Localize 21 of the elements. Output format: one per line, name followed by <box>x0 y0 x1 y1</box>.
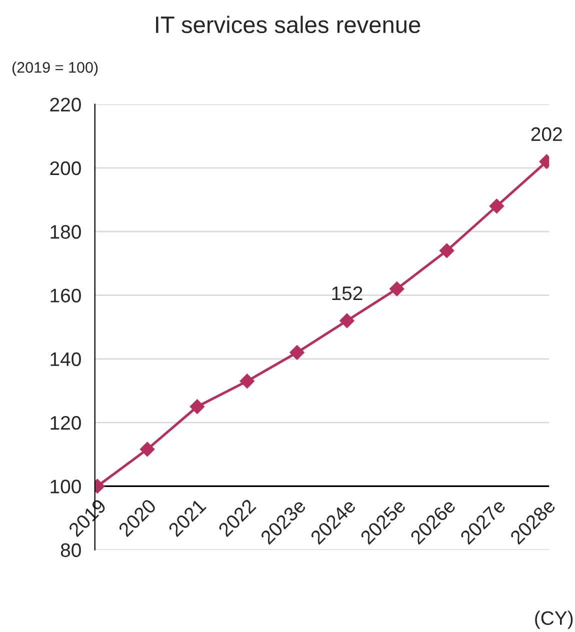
y-tick-label: 200 <box>50 161 81 176</box>
y-tick-label: 120 <box>50 416 81 430</box>
y-tick-label: 80 <box>60 543 81 558</box>
y-tick-label: 140 <box>50 352 81 366</box>
point <box>340 313 354 328</box>
y-tick-label: 220 <box>50 98 81 112</box>
y-tick-label: 180 <box>50 225 81 239</box>
point <box>290 345 304 360</box>
y-tick-label: 160 <box>50 288 81 302</box>
y-tick-label: 100 <box>50 480 81 494</box>
text: (CY) <box>535 610 573 629</box>
chart-title: IT services sales revenue <box>156 16 420 34</box>
data-label: 202 <box>531 127 562 142</box>
point <box>240 374 255 389</box>
point <box>489 198 504 214</box>
data-label: 152 <box>332 286 362 300</box>
point <box>140 442 155 457</box>
point <box>439 243 454 258</box>
point <box>190 399 205 414</box>
point <box>389 281 404 296</box>
text: (2019 = 100) <box>12 62 98 76</box>
